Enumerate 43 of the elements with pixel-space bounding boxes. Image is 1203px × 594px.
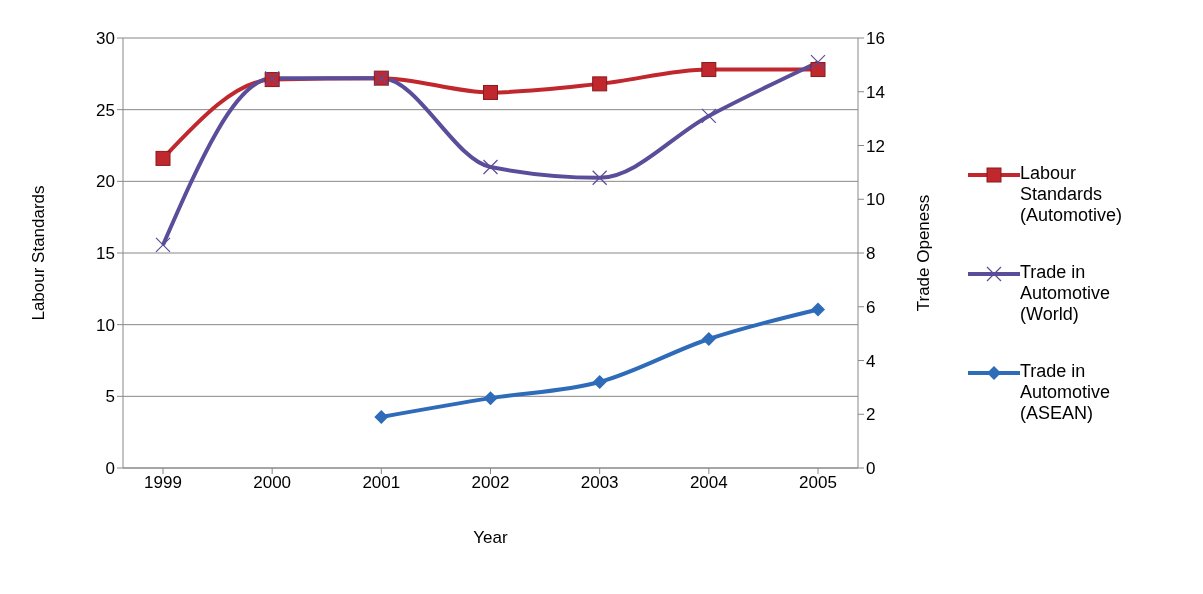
x-tick-label: 2004 — [689, 473, 728, 493]
y-tick-label: 5 — [105, 387, 115, 407]
point — [155, 237, 171, 253]
point — [701, 332, 716, 346]
point — [155, 150, 171, 166]
point — [483, 84, 498, 100]
y2-tick-label: 12 — [866, 136, 885, 156]
point — [592, 375, 607, 389]
y-axis-title: Labour Standards — [29, 185, 49, 321]
point — [482, 159, 499, 175]
y-tick-label: 10 — [96, 315, 115, 335]
y2-tick-label: 6 — [866, 297, 876, 317]
y2-tick-label: 0 — [866, 459, 876, 479]
legend-label: Trade in Automotive (ASEAN) — [1020, 360, 1112, 424]
x-tick-label: 1999 — [144, 473, 182, 493]
y2-tick-label: 16 — [866, 29, 885, 49]
legend-label: Labour Standards (Automotive) — [1020, 162, 1124, 226]
point — [810, 54, 826, 70]
y-tick-label: 30 — [96, 29, 115, 49]
x-tick-label: 2005 — [799, 473, 837, 493]
point — [701, 62, 717, 78]
x-tick-label: 2003 — [580, 473, 619, 493]
y2-tick-label: 8 — [866, 244, 876, 264]
y2-axis-title: Trade Openess — [914, 194, 934, 312]
x-tick-label: 2002 — [471, 473, 510, 493]
point — [811, 302, 825, 317]
point — [701, 108, 717, 124]
y2-tick-label: 4 — [866, 351, 876, 371]
y2-tick-label: 2 — [866, 405, 876, 425]
y-tick-label: 25 — [96, 100, 115, 120]
x-tick-label: 2001 — [362, 473, 401, 493]
point — [483, 391, 498, 406]
point — [592, 76, 608, 92]
y-tick-label: 0 — [105, 459, 115, 479]
point — [374, 409, 389, 424]
point — [592, 170, 608, 186]
y-tick-label: 15 — [96, 244, 115, 264]
y2-tick-label: 14 — [866, 82, 885, 102]
y2-tick-label: 10 — [866, 190, 885, 210]
y-tick-label: 20 — [96, 172, 115, 192]
legend-label: Trade in Automotive (World) — [1020, 261, 1112, 325]
x-axis-title: Year — [473, 528, 509, 547]
x-tick-label: 2000 — [253, 473, 292, 493]
